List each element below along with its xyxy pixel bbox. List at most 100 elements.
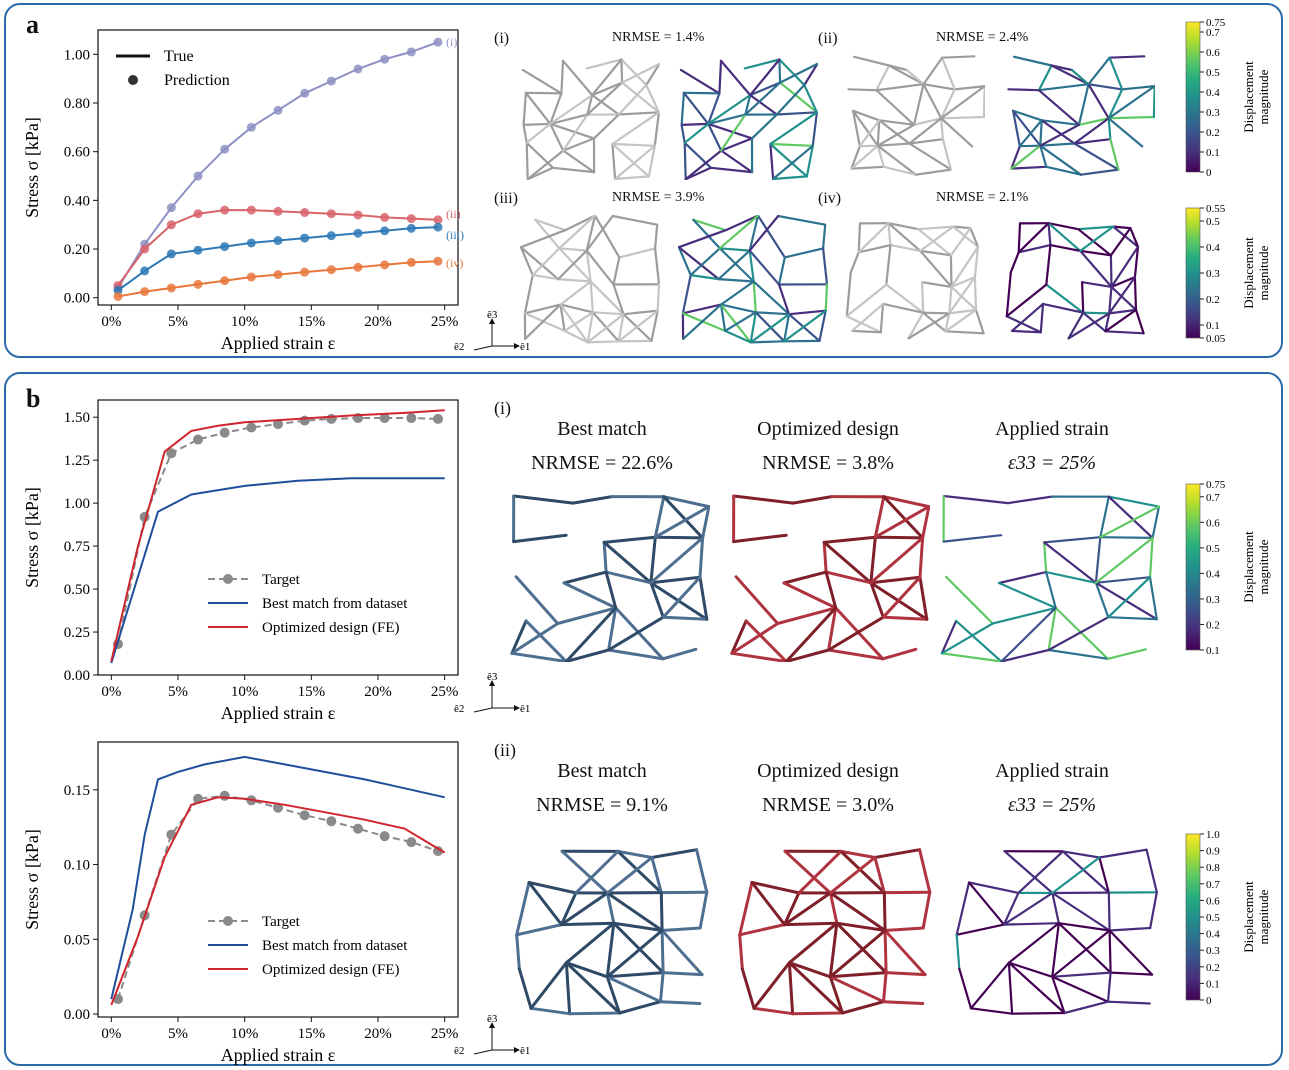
lattice-strut bbox=[917, 228, 953, 257]
lattice-strut bbox=[517, 967, 533, 1010]
lattice-strut bbox=[1080, 281, 1113, 289]
lattice-strut bbox=[1110, 285, 1138, 312]
lattice-strut bbox=[777, 256, 786, 286]
lattice-strut bbox=[611, 215, 659, 226]
lattice-strut bbox=[857, 244, 892, 254]
panel-a-sublabel-i: (i) bbox=[494, 30, 510, 47]
y-tick-label: 0.20 bbox=[64, 242, 90, 258]
axis-e3-label: ê3 bbox=[487, 671, 498, 683]
lattice-strut bbox=[1080, 281, 1085, 314]
lattice-strut bbox=[707, 92, 721, 126]
lattice-strut bbox=[1121, 85, 1155, 91]
lattice-strut bbox=[1108, 56, 1124, 91]
lattice-strut bbox=[524, 619, 568, 662]
lattice-strut bbox=[730, 651, 788, 662]
lattice-strut bbox=[662, 495, 705, 540]
lattice-strut bbox=[1094, 581, 1110, 619]
lattice-strut bbox=[744, 619, 788, 662]
panel-a-sublabel-ii: (ii) bbox=[818, 30, 838, 47]
lattice-strut bbox=[1005, 283, 1048, 318]
lattice-strut bbox=[531, 273, 560, 281]
lattice-strut bbox=[908, 138, 945, 145]
lattice-strut bbox=[738, 881, 754, 937]
lattice-strut bbox=[847, 88, 878, 92]
lattice-strut bbox=[607, 615, 665, 652]
lattice-strut bbox=[950, 276, 976, 289]
lattice-strut bbox=[1107, 88, 1124, 120]
lattice-strut bbox=[778, 81, 818, 114]
lattice-strut bbox=[850, 145, 861, 170]
lattice-strut bbox=[1133, 245, 1140, 279]
lattice-strut bbox=[1112, 225, 1140, 248]
colorbar-label: Displacement bbox=[1241, 237, 1256, 309]
lattice-strut bbox=[622, 309, 659, 316]
lattice-strut bbox=[940, 652, 1003, 662]
lattice-b-ii-optimized bbox=[738, 848, 932, 1016]
lattice-strut bbox=[563, 329, 589, 344]
lattice-strut bbox=[950, 245, 980, 289]
lattice-strut bbox=[1007, 922, 1060, 964]
data-point bbox=[246, 422, 257, 433]
lattice-strut bbox=[777, 283, 791, 316]
lattice-strut bbox=[769, 142, 814, 147]
lattice-strut bbox=[778, 62, 818, 84]
row-ii-opt-nrmse: NRMSE = 3.0% bbox=[762, 794, 894, 816]
lattice-strut bbox=[852, 109, 879, 147]
lattice-strut bbox=[523, 273, 534, 315]
lattice-strut bbox=[730, 622, 780, 655]
lattice-strut bbox=[952, 225, 980, 248]
data-point bbox=[353, 210, 363, 220]
x-tick-label: 20% bbox=[364, 684, 392, 700]
lattice-strut bbox=[650, 856, 663, 895]
series-line bbox=[110, 755, 445, 1000]
lattice-strut bbox=[707, 113, 747, 126]
lattice-strut bbox=[586, 311, 594, 344]
lattice-strut bbox=[612, 921, 664, 932]
plot-frame bbox=[97, 29, 459, 306]
y-tick-label: 0.40 bbox=[64, 193, 90, 209]
lattice-strut bbox=[1063, 1000, 1110, 1015]
lattice-strut bbox=[734, 575, 780, 625]
lattice-strut bbox=[707, 93, 752, 126]
data-point bbox=[299, 415, 310, 426]
lattice-strut bbox=[682, 91, 721, 95]
series-end-label: (i) bbox=[446, 35, 457, 49]
lattice-strut bbox=[585, 58, 623, 70]
lattice-strut bbox=[783, 891, 801, 927]
lattice-strut bbox=[1108, 55, 1146, 59]
lattice-strut bbox=[692, 218, 721, 250]
lattice-strut bbox=[620, 58, 648, 87]
lattice-strut bbox=[618, 1000, 662, 1015]
lattice-strut bbox=[719, 303, 727, 333]
panel-b-label: b bbox=[26, 384, 41, 413]
lattice-strut bbox=[1077, 83, 1090, 126]
lattice-strut bbox=[948, 285, 953, 315]
lattice-strut bbox=[1107, 891, 1111, 932]
colorbar-tick-label: 0.5 bbox=[1206, 912, 1220, 924]
chart-b-i-stress-strain: 0% 5% 10% 15% 20% 25% 0.00 0.25 0.50 0.75 1.00 1.25… bbox=[22, 399, 459, 723]
lattice-strut bbox=[873, 505, 930, 539]
lattice-strut bbox=[1051, 922, 1060, 978]
data-point bbox=[380, 226, 390, 236]
lattice-strut bbox=[586, 313, 625, 344]
lattice-strut bbox=[604, 570, 653, 585]
lattice-strut bbox=[678, 246, 720, 281]
lattice-strut bbox=[1054, 606, 1109, 660]
lattice-strut bbox=[559, 280, 592, 306]
lattice-a-iv-deformed bbox=[1005, 222, 1145, 340]
lattice-strut bbox=[1002, 891, 1020, 926]
lattice-a-ii-undeformed bbox=[847, 55, 985, 176]
axis-e3-label: ê3 bbox=[487, 309, 498, 321]
lattice-strut bbox=[562, 149, 596, 174]
lattice-strut bbox=[882, 495, 925, 540]
lattice-strut bbox=[949, 254, 953, 289]
lattice-strut bbox=[1070, 68, 1090, 86]
data-point bbox=[193, 434, 203, 445]
colorbar-gradient bbox=[1185, 207, 1201, 339]
lattice-strut bbox=[1148, 576, 1158, 621]
data-point bbox=[406, 257, 416, 267]
colorbar-tick-label: 0.4 bbox=[1206, 568, 1220, 580]
lattice-strut bbox=[744, 81, 782, 116]
lattice-strut bbox=[944, 330, 985, 335]
lattice-strut bbox=[749, 58, 781, 97]
